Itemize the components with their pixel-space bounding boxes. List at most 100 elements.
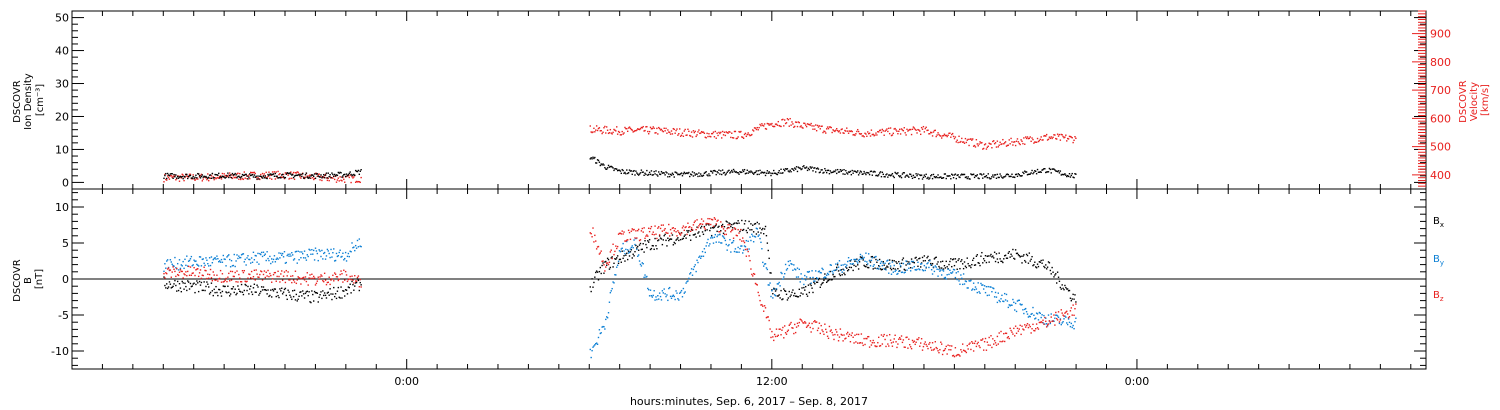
bz-point bbox=[690, 227, 693, 229]
bx-point bbox=[856, 258, 858, 260]
velocity-point bbox=[663, 127, 665, 129]
bx-point bbox=[181, 280, 183, 283]
bx-point bbox=[625, 254, 627, 256]
bz-point bbox=[184, 274, 186, 276]
by-point bbox=[313, 259, 316, 261]
bx-point bbox=[800, 292, 802, 294]
by-point bbox=[734, 248, 737, 250]
by-point bbox=[729, 238, 731, 241]
by-point bbox=[626, 240, 628, 243]
by-point bbox=[291, 252, 293, 254]
bz-point bbox=[604, 270, 606, 272]
density-point bbox=[177, 177, 180, 179]
by-point bbox=[1046, 325, 1049, 327]
bx-point bbox=[992, 255, 994, 257]
bx-point bbox=[1053, 276, 1055, 278]
density-point bbox=[889, 175, 892, 177]
velocity-point bbox=[639, 128, 642, 130]
bx-point bbox=[216, 291, 218, 294]
bx-point bbox=[1045, 268, 1048, 270]
bottom-data-points bbox=[163, 217, 1077, 359]
bx-point bbox=[279, 288, 281, 290]
bz-point bbox=[590, 232, 592, 235]
bz-point bbox=[745, 255, 748, 257]
velocity-point bbox=[165, 178, 167, 181]
velocity-point bbox=[349, 174, 351, 176]
bx-point bbox=[718, 225, 720, 228]
velocity-point bbox=[986, 146, 989, 149]
by-point bbox=[950, 272, 952, 274]
bx-point bbox=[1023, 254, 1025, 256]
bz-point bbox=[680, 232, 683, 234]
velocity-point bbox=[1049, 137, 1052, 140]
bx-point bbox=[887, 266, 889, 268]
density-point bbox=[929, 177, 931, 179]
density-point bbox=[996, 173, 999, 176]
by-point bbox=[214, 257, 216, 259]
by-point bbox=[879, 262, 882, 265]
bz-point bbox=[703, 226, 706, 229]
by-point bbox=[1060, 323, 1062, 326]
bz-point bbox=[622, 233, 624, 235]
by-point bbox=[955, 272, 957, 274]
bz-point bbox=[652, 231, 654, 233]
bx-point bbox=[222, 285, 225, 287]
density-point bbox=[866, 171, 868, 174]
bz-point bbox=[1066, 310, 1068, 313]
velocity-point bbox=[1027, 137, 1030, 140]
density-point bbox=[592, 156, 594, 158]
by-point bbox=[199, 256, 202, 258]
velocity-point bbox=[768, 124, 770, 126]
density-point bbox=[740, 171, 742, 174]
velocity-point bbox=[343, 178, 345, 181]
bx-point bbox=[935, 256, 937, 258]
bx-point bbox=[930, 264, 933, 266]
velocity-point bbox=[895, 129, 897, 131]
bx-point bbox=[854, 260, 856, 263]
density-point bbox=[966, 177, 968, 180]
density-point bbox=[684, 172, 686, 175]
by-point bbox=[257, 252, 259, 255]
by-point bbox=[166, 259, 169, 261]
by-point bbox=[845, 266, 847, 268]
bz-point bbox=[1059, 319, 1062, 321]
velocity-point bbox=[601, 132, 603, 135]
bx-point bbox=[198, 280, 201, 283]
velocity-point bbox=[952, 135, 955, 138]
bz-point bbox=[663, 229, 665, 231]
velocity-point bbox=[824, 130, 826, 133]
density-point bbox=[833, 170, 835, 172]
bz-point bbox=[705, 222, 707, 225]
density-point bbox=[893, 176, 895, 179]
density-point bbox=[295, 174, 298, 176]
velocity-point bbox=[163, 181, 165, 183]
by-point bbox=[984, 291, 987, 294]
bx-point bbox=[671, 234, 674, 236]
bz-point bbox=[1010, 329, 1012, 332]
bz-point bbox=[778, 328, 780, 330]
bz-point bbox=[1045, 320, 1047, 323]
bz-point bbox=[889, 339, 892, 341]
bz-point bbox=[331, 278, 333, 280]
by-point bbox=[682, 287, 685, 290]
bz-point bbox=[316, 280, 319, 282]
bx-point bbox=[962, 267, 965, 270]
bx-point bbox=[663, 234, 665, 237]
velocity-point bbox=[878, 131, 880, 133]
by-point bbox=[887, 259, 889, 261]
velocity-point bbox=[773, 125, 775, 128]
bx-point bbox=[758, 223, 760, 225]
density-point bbox=[187, 177, 189, 180]
density-point bbox=[662, 172, 664, 174]
density-point bbox=[182, 177, 184, 180]
velocity-point bbox=[296, 171, 298, 173]
density-point bbox=[940, 177, 943, 179]
bz-point bbox=[982, 338, 984, 340]
density-point bbox=[815, 171, 817, 173]
velocity-point bbox=[327, 177, 329, 180]
bz-point bbox=[941, 353, 944, 356]
by-point bbox=[795, 276, 798, 278]
by-point bbox=[321, 249, 323, 252]
bx-point bbox=[278, 296, 280, 299]
velocity-point bbox=[830, 126, 832, 129]
